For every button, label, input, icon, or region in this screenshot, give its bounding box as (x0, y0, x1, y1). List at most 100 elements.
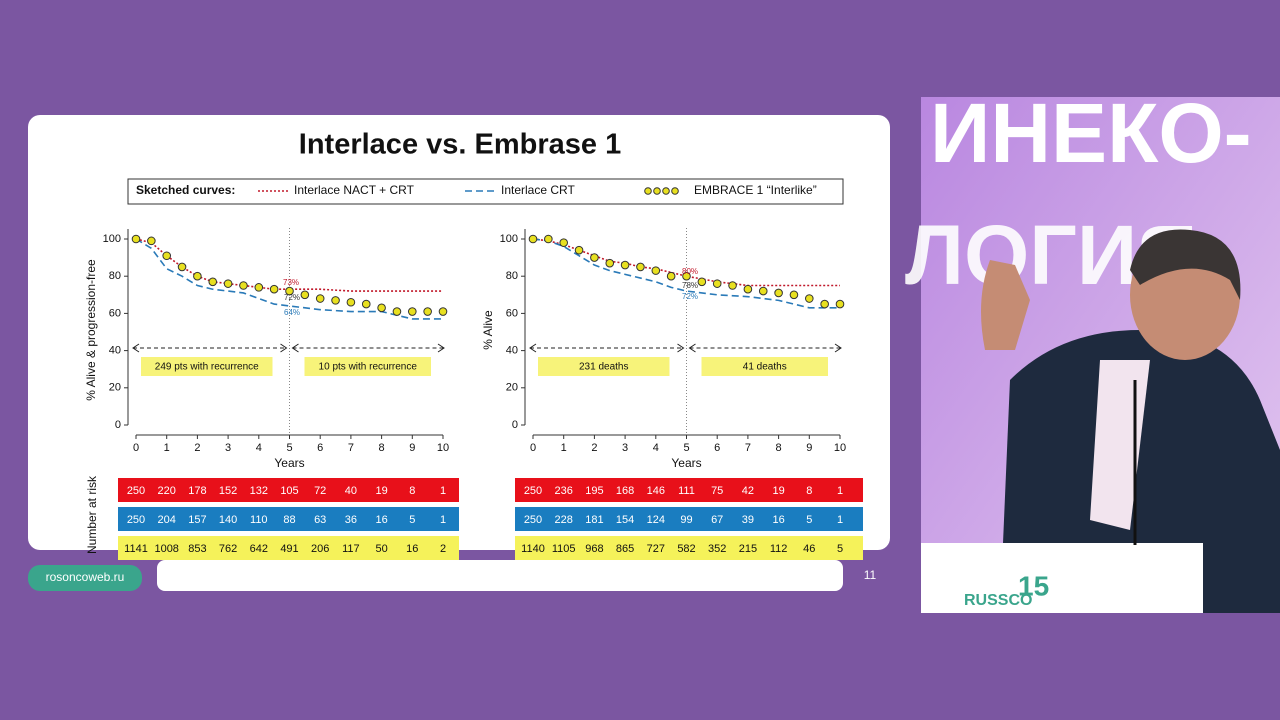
x-tick-label: 2 (591, 442, 597, 454)
legend-marker (644, 187, 652, 195)
risk-cell: 112 (770, 543, 788, 555)
marker (605, 258, 615, 268)
x-tick-label: 3 (622, 442, 628, 454)
y-tick-label: 0 (115, 419, 121, 431)
legend-title: Sketched curves: (136, 183, 235, 197)
risk-row (515, 478, 863, 502)
risk-row (515, 507, 863, 531)
arrow-label: 41 deaths (743, 362, 787, 373)
risk-cell: 1 (440, 485, 446, 497)
risk-cell: 152 (219, 485, 237, 497)
speaker-hand (981, 260, 1030, 350)
marker (285, 286, 294, 296)
risk-cell: 195 (585, 485, 603, 497)
annotation: 72% (284, 293, 300, 302)
risk-cell: 250 (127, 485, 145, 497)
x-axis-label: Years (274, 456, 304, 470)
y-tick-label: 100 (500, 233, 518, 245)
legend-label: EMBRACE 1 “Interlike” (694, 183, 817, 197)
marker (544, 234, 553, 244)
marker (377, 303, 386, 313)
risk-cell: 140 (219, 514, 237, 526)
legend-box (127, 178, 844, 205)
marker (177, 262, 187, 272)
risk-cell: 1008 (154, 543, 178, 555)
x-tick-label: 10 (834, 442, 846, 454)
risk-cell: 215 (739, 543, 757, 555)
x-tick-label: 9 (409, 442, 415, 454)
arrow-label: 249 pts with recurrence (155, 362, 259, 373)
marker (743, 284, 753, 294)
marker (147, 236, 156, 246)
x-tick-label: 1 (164, 442, 170, 454)
y-axis-label: % Alive (481, 310, 495, 350)
marker (528, 234, 538, 244)
x-tick-label: 4 (256, 442, 262, 454)
legend-label: Interlace CRT (501, 183, 575, 197)
marker (774, 288, 783, 298)
risk-cell: 88 (283, 514, 295, 526)
marker (666, 271, 676, 281)
risk-cell: 642 (250, 543, 268, 555)
arrow-head (280, 343, 288, 353)
risk-cell: 16 (375, 514, 387, 526)
marker (208, 277, 218, 287)
page-number: 11 (864, 568, 877, 582)
marker (315, 294, 325, 303)
arrow-label: 231 deaths (579, 362, 629, 373)
arrow-label: 10 pts with recurrence (319, 362, 418, 373)
marker (636, 262, 645, 272)
risk-cell: 1 (837, 514, 843, 526)
risk-cell: 5 (837, 543, 843, 555)
risk-cell: 1 (837, 485, 843, 497)
series-line (532, 238, 840, 309)
speaker-hair (1130, 229, 1241, 300)
marker (223, 279, 233, 288)
x-tick-label: 0 (530, 442, 536, 454)
risk-cell: 168 (616, 485, 634, 497)
risk-cell: 50 (375, 543, 387, 555)
annotation: 64% (284, 308, 300, 317)
series-line (532, 238, 840, 287)
podium (921, 543, 1203, 613)
marker (820, 299, 829, 309)
risk-cell: 228 (555, 514, 573, 526)
marker (651, 266, 661, 275)
risk-cell: 111 (678, 485, 695, 497)
x-tick-label: 1 (561, 442, 567, 454)
risk-cell: 1105 (552, 543, 576, 555)
risk-cell: 236 (555, 485, 573, 497)
risk-cell: 206 (311, 543, 329, 555)
marker (835, 299, 845, 309)
risk-cell: 19 (772, 485, 784, 497)
x-axis-label: Years (671, 456, 701, 470)
x-tick-label: 6 (714, 442, 720, 454)
legend-marker (662, 187, 670, 195)
marker (269, 284, 279, 294)
arrow-head (688, 343, 696, 353)
marker (331, 296, 340, 305)
y-tick-label: 20 (506, 382, 518, 394)
marker (193, 271, 202, 281)
risk-cell: 36 (345, 514, 357, 526)
marker (574, 245, 584, 255)
logo-number: 15 (1018, 570, 1049, 601)
y-axis-label: % Alive & progression-free (84, 259, 98, 401)
arrow-label-box (538, 357, 670, 376)
footer-bar (157, 560, 843, 591)
marker (789, 290, 799, 300)
marker (346, 297, 356, 307)
marker (620, 260, 630, 270)
y-tick-label: 60 (109, 307, 121, 319)
risk-cell: 582 (677, 543, 695, 555)
marker (590, 253, 599, 262)
risk-cell: 72 (314, 485, 326, 497)
risk-cell: 16 (772, 514, 784, 526)
logo-text: RUSSCO (964, 592, 1032, 609)
marker (805, 294, 814, 303)
risk-row (118, 536, 459, 560)
risk-cell: 220 (158, 485, 176, 497)
annotation: 80% (682, 267, 698, 276)
risk-cell: 352 (708, 543, 726, 555)
x-tick-label: 9 (806, 442, 812, 454)
